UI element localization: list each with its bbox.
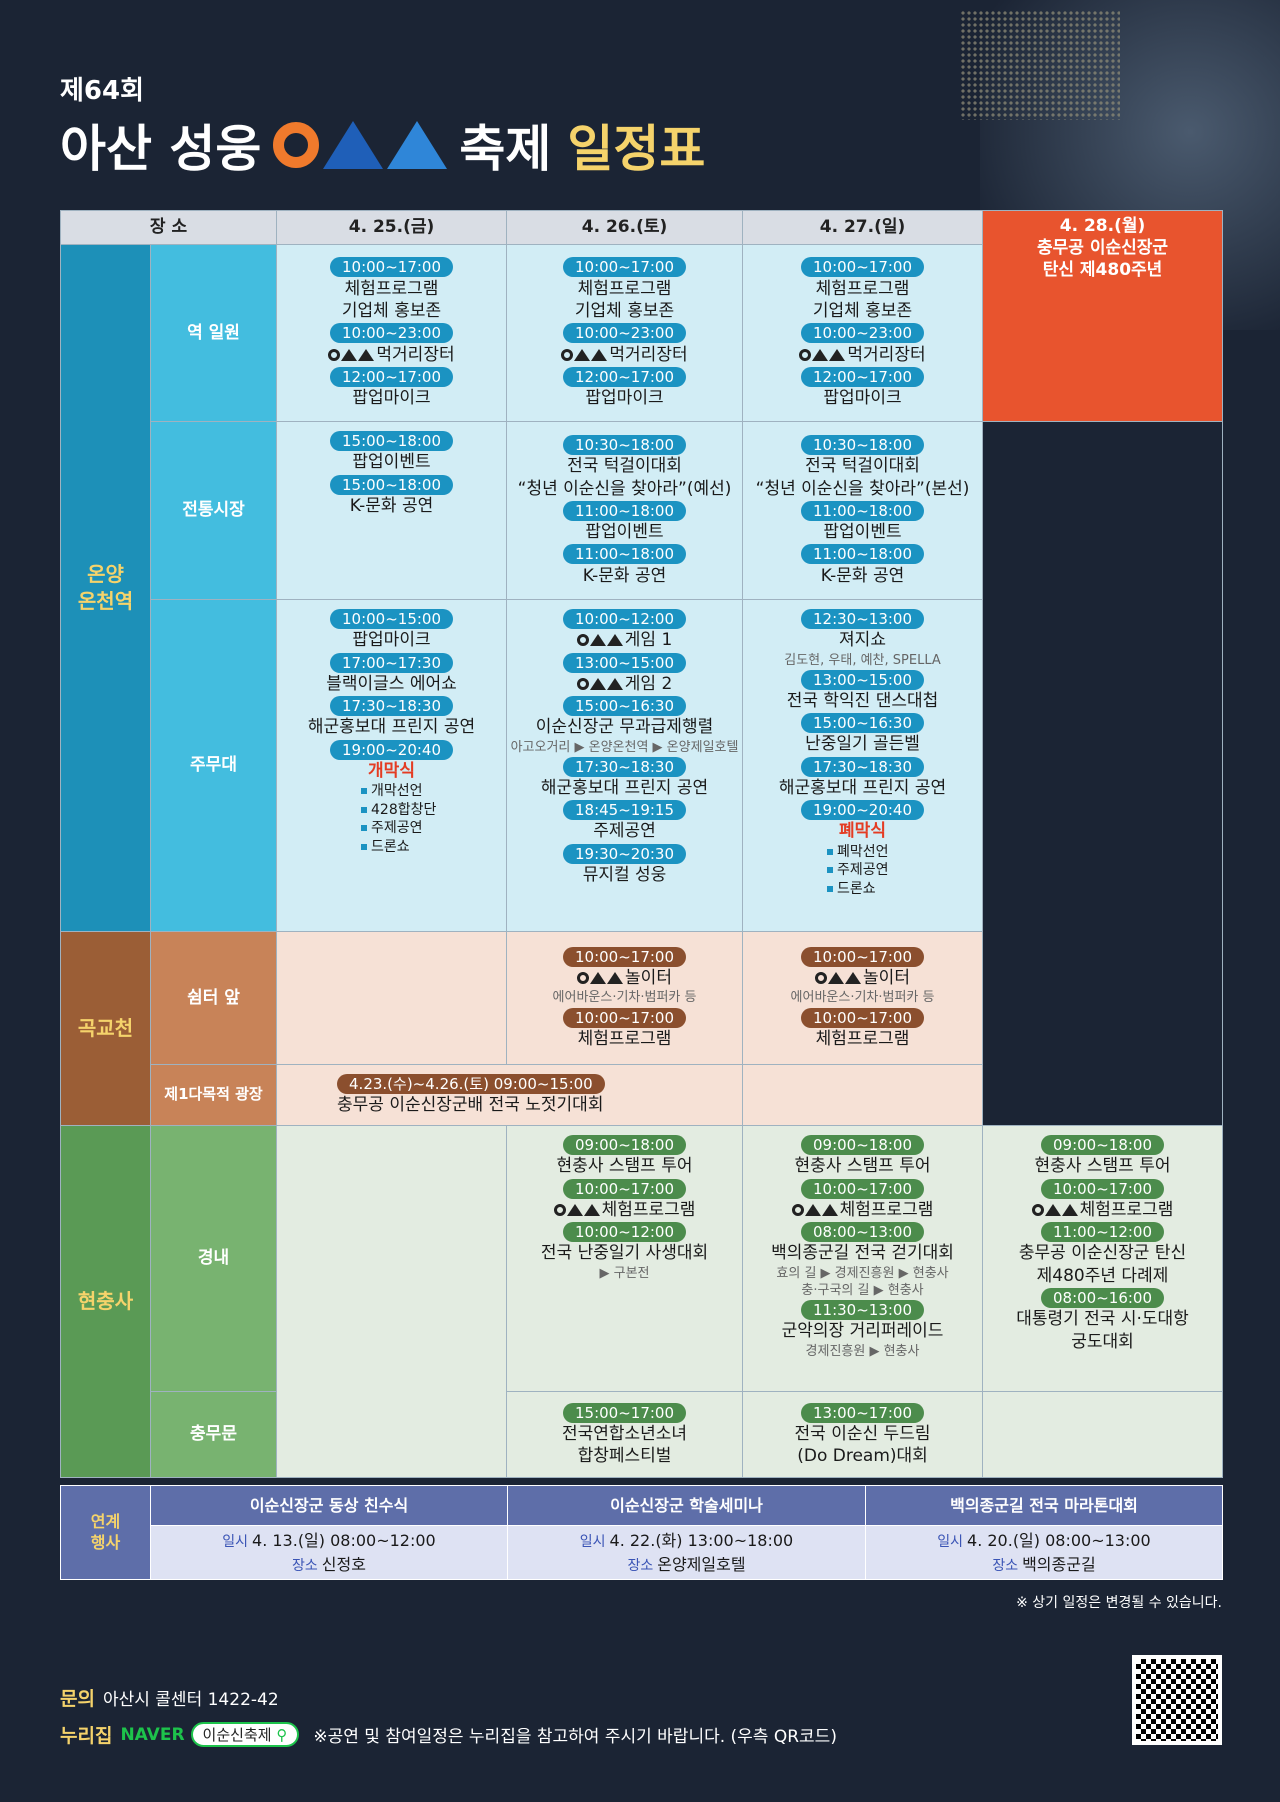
plaza-d3 [742, 1064, 984, 1126]
footer: 문의 아산시 콜센터 1422-42 누리집 NAVER 이순신축제 ⚲ ※공연 및 참… [60, 1684, 837, 1758]
area-onyang: 온양 온천역 [60, 244, 151, 932]
naver-logo: NAVER [120, 1724, 185, 1745]
station-d3: 10:00~17:00 체험프로그램 기업체 홍보존 10:00~23:00 먹거리… [742, 244, 984, 422]
linked-info-2: 일시 4. 22.(화) 13:00~18:00 장소 온양제일호텔 [507, 1525, 866, 1580]
place-header: 장 소 [59, 210, 278, 245]
station-d1: 10:00~17:00 체험프로그램 기업체 홍보존 10:00~23:00 먹거리… [276, 244, 508, 422]
linked-events: 연계 행사 이순신장군 동상 친수식 이순신장군 학술세미나 백의종군길 전국 … [60, 1485, 1223, 1580]
linked-label: 연계 행사 [60, 1485, 151, 1580]
schedule-table: 장 소 4. 25.(금) 4. 26.(토) 4. 27.(일) 4. 28.… [59, 210, 1224, 1478]
gate-d3: 13:00~17:00 전국 이순신 두드림 (Do Dream)대회 [742, 1391, 984, 1478]
gate-d2: 15:00~17:00 전국연합소년소녀 합창페스티벌 [506, 1391, 744, 1478]
day1-header: 4. 25.(금) [276, 210, 508, 245]
web-note: ※공연 및 참여일정은 누리집을 참고하여 주시기 바랍니다. (우측 QR코드… [313, 1727, 837, 1747]
day4-header: 4. 28.(월) 충무공 이순신장군 탄신 제480주년 [982, 210, 1224, 422]
linked-info-1: 일시 4. 13.(일) 08:00~12:00 장소 신정호 [150, 1525, 508, 1580]
precinct-d3: 09:00~18:00 현충사 스탬프 투어 10:00~17:00 체험프로그램 … [742, 1125, 984, 1392]
linked-title-1: 이순신장군 동상 친수식 [150, 1485, 508, 1526]
day2-header: 4. 26.(토) [506, 210, 744, 245]
oaa-icon [799, 348, 846, 361]
sub-station: 역 일원 [149, 244, 278, 422]
sub-market: 전통시장 [149, 421, 278, 600]
page-title: 제64회 아산 성웅 축제 일정표 [60, 70, 705, 181]
sub-plaza: 제1다목적 광장 [149, 1064, 278, 1126]
oaa-icon [561, 348, 608, 361]
day3-header: 4. 27.(일) [742, 210, 984, 245]
linked-title-3: 백의종군길 전국 마라톤대회 [865, 1485, 1223, 1526]
edition: 제64회 [60, 76, 145, 106]
archer-illustration [276, 1125, 508, 1478]
title-part-c: 일정표 [567, 120, 706, 178]
area-hyunchungsa: 현충사 [60, 1125, 151, 1478]
qr-code[interactable] [1132, 1655, 1222, 1745]
oaa-icon [328, 348, 375, 361]
market-d1: 15:00~18:00 팝업이벤트 15:00~18:00 K-문화 공연 [276, 421, 508, 600]
linked-title-2: 이순신장군 학술세미나 [507, 1485, 866, 1526]
main-d2: 10:00~12:00 게임 1 13:00~15:00 게임 2 15:00~16… [506, 599, 744, 932]
sub-gate: 충무문 [149, 1391, 278, 1478]
search-box[interactable]: 이순신축제 ⚲ [190, 1722, 300, 1747]
rest-d1 [276, 931, 508, 1065]
market-d3: 10:30~18:00 전국 턱걸이대회 “청년 이순신을 찾아라”(본선) 11… [742, 421, 984, 600]
title-part-a: 아산 성웅 [60, 120, 262, 178]
oaa-logo [273, 121, 448, 169]
sub-rest-area: 쉼터 앞 [149, 931, 278, 1065]
plaza-event: 4.23.(수)~4.26.(토) 09:00~15:00 충무공 이순신장군배 … [276, 1064, 744, 1126]
inquiry-text: 아산시 콜센터 1422-42 [102, 1690, 279, 1710]
search-icon: ⚲ [276, 1726, 288, 1744]
gate-d4 [982, 1391, 1224, 1478]
sub-precinct: 경내 [149, 1125, 278, 1392]
rest-d2: 10:00~17:00 놀이터 에어바운스·기차·범퍼카 등 10:00~17:0… [506, 931, 744, 1065]
precinct-d4: 09:00~18:00 현충사 스탬프 투어 10:00~17:00 체험프로그램 … [982, 1125, 1224, 1392]
main-d1: 10:00~15:00 팝업마이크 17:00~17:30 블랙이글스 에어쇼 17… [276, 599, 508, 932]
disclaimer: ※ 상기 일정은 변경될 수 있습니다. [1016, 1595, 1222, 1611]
precinct-d2: 09:00~18:00 현충사 스탬프 투어 10:00~17:00 체험프로그램 … [506, 1125, 744, 1392]
station-d2: 10:00~17:00 체험프로그램 기업체 홍보존 10:00~23:00 먹거리… [506, 244, 744, 422]
main-d3: 12:30~13:00 져지쇼 김도현, 우태, 예찬, SPELLA 13:00… [742, 599, 984, 932]
rest-d3: 10:00~17:00 놀이터 에어바운스·기차·범퍼카 등 10:00~17:0… [742, 931, 984, 1065]
market-d2: 10:30~18:00 전국 턱걸이대회 “청년 이순신을 찾아라”(예선) 11… [506, 421, 744, 600]
title-part-b: 축제 [459, 120, 552, 178]
halftone-pattern [960, 10, 1120, 120]
linked-info-3: 일시 4. 20.(일) 08:00~13:00 장소 백의종군길 [865, 1525, 1223, 1580]
area-gokgyo: 곡교천 [60, 931, 151, 1126]
sub-main-stage: 주무대 [149, 599, 278, 932]
